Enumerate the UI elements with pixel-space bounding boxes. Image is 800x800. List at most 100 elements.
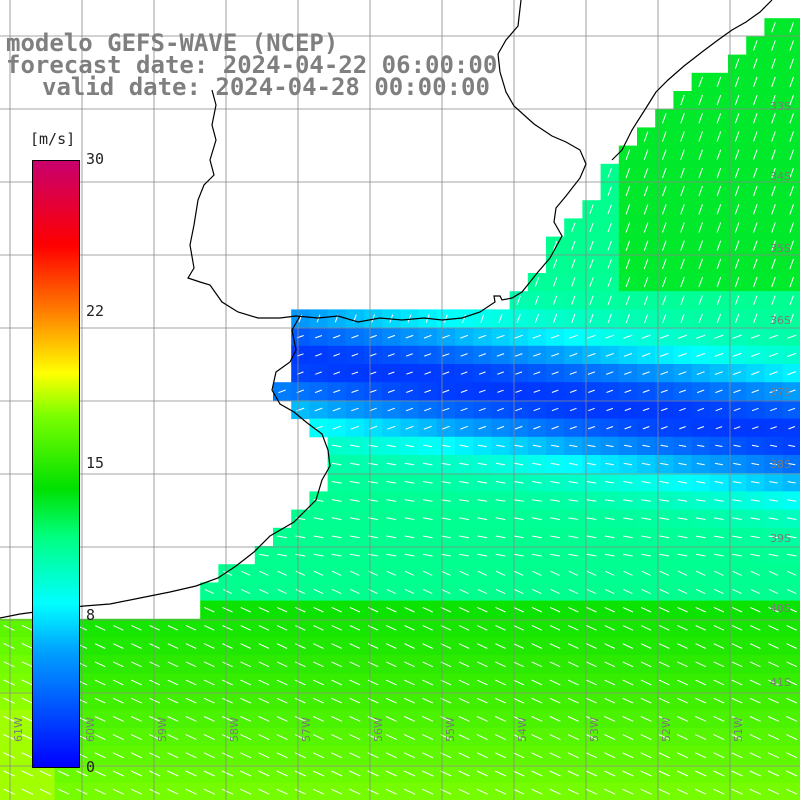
wind-arrow [294,643,306,649]
wind-arrow [332,407,341,412]
wind-arrow [532,553,542,557]
wind-arrow [276,679,288,686]
wind-arrow [714,499,724,502]
wind-arrow [259,588,269,595]
wind-arrow [623,334,633,339]
wind-arrow [698,313,703,324]
wind-arrow [643,185,649,197]
wind-arrow [679,407,686,412]
wind-arrow [734,313,740,324]
wind-arrow [513,625,524,631]
wind-arrow [589,204,594,215]
wind-arrow [750,499,760,502]
wind-arrow [750,570,761,576]
wind-arrow [294,661,306,668]
wind-arrow [531,716,543,722]
wind-arrow [680,149,685,160]
wind-arrow [534,295,539,305]
lon-label-53w: 53W [588,717,601,742]
wind-arrow [607,259,612,269]
wind-arrow [786,535,797,539]
wind-arrow [587,353,596,357]
wind-arrow [569,407,577,412]
wind-arrow [768,517,779,520]
wind-arrow [716,149,722,160]
wind-arrow [586,588,597,595]
wind-arrow [716,167,722,179]
wind-arrow [112,788,124,795]
wind-arrow-field [3,22,798,795]
wind-arrow [94,716,106,722]
wind-arrow [678,352,687,357]
wind-arrow [659,606,670,613]
wind-arrow [624,444,632,448]
wind-arrow [295,570,306,576]
wind-arrow [531,697,543,704]
wind-arrow [369,353,377,357]
wind-arrow [768,570,779,576]
wind-arrow [477,588,488,595]
wind-arrow [659,517,670,520]
wind-arrow [605,462,614,466]
wind-arrow [568,588,579,595]
lon-label-59w: 59W [156,717,169,742]
wind-arrow [350,444,360,448]
wind-arrow [131,697,142,704]
wind-arrow [662,113,667,124]
wind-arrow [112,716,124,722]
wind-arrow [786,697,798,704]
wind-arrow [185,679,197,686]
wind-arrow [568,334,578,339]
wind-arrow [406,371,413,375]
wind-arrow [588,407,595,412]
wind-arrow [513,535,524,539]
wind-arrow [607,168,612,178]
wind-arrow [477,517,488,521]
wind-arrow [149,679,161,686]
wind-arrow [477,499,488,502]
wind-arrow [607,295,612,306]
wind-arrow [331,770,343,777]
wind-arrow [658,788,670,795]
wind-arrow [21,752,34,759]
wind-arrow [568,517,579,520]
wind-arrow [676,716,689,722]
wind-arrow [787,371,796,376]
wind-arrow [424,407,432,412]
wind-arrow [640,643,652,649]
wind-arrow [497,407,504,412]
wind-arrow [569,371,577,375]
wind-arrow [240,588,251,595]
wind-arrow [331,462,342,466]
wind-arrow [734,276,740,288]
wind-arrow [476,716,488,722]
lon-label-54w: 54W [516,717,529,742]
wind-arrow [716,258,722,270]
wind-arrow [568,535,579,539]
wind-arrow [680,277,685,288]
wind-arrow [495,588,506,595]
wind-arrow [789,185,794,197]
wind-arrow [767,752,780,759]
wind-arrow [713,661,725,668]
wind-arrow [662,149,667,160]
lon-label-57w: 57W [300,717,313,742]
wind-arrow [315,353,322,357]
wind-arrow [641,535,651,539]
wind-arrow [514,353,523,357]
wind-arrow [240,716,252,722]
wind-arrow [732,334,742,339]
wind-arrow [732,481,742,484]
wind-arrow [713,752,725,759]
wind-arrow [441,425,450,430]
wind-arrow [423,462,433,466]
wind-arrow [313,625,324,631]
wind-arrow [643,258,649,270]
wind-arrow [695,625,706,631]
wind-arrow [568,553,579,557]
wind-arrow [532,535,542,539]
wind-arrow [203,679,215,686]
wind-arrow [640,716,652,722]
wind-arrow [94,697,106,704]
wind-arrow [478,353,486,357]
